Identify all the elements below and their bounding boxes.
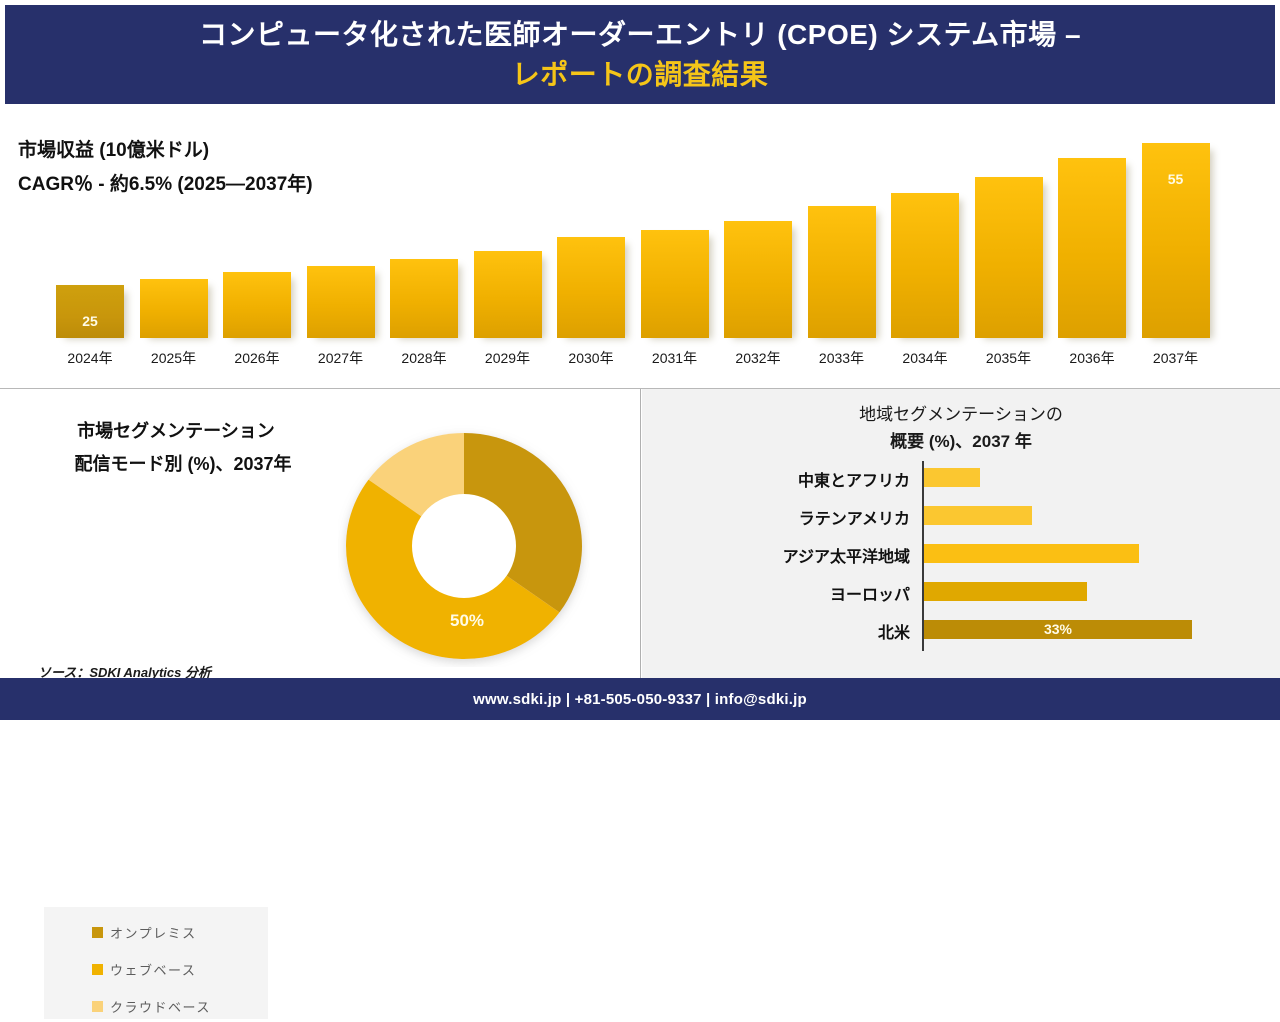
revenue-bar-year-label: 2033年 [818,350,865,366]
revenue-bar [557,237,625,338]
revenue-bar: 55 [1141,143,1210,338]
region-bar [924,544,1139,563]
region-bar [924,506,1032,525]
revenue-bar-year-label: 2031年 [651,350,698,366]
legend-item-label: ウェブベース [110,963,197,978]
header-banner: コンピュータ化された医師オーダーエントリ (CPOE) システム市場 – レポー… [5,5,1275,104]
revenue-bar [1058,158,1126,338]
donut-center-percent-label: 50% [449,611,485,630]
footer-contact-text: www.sdki.jp | +81-505-050-9337 | info@sd… [473,690,807,708]
region-bar [924,620,1192,639]
region-value-label: 33% [1043,621,1073,637]
regional-title: 地域セグメンテーションの 概要 (%)、2037 年 [642,401,1280,455]
regional-value-axis [922,461,924,651]
region-row: 北米 33% [642,613,1280,651]
region-label: ラテンアメリカ [798,511,910,528]
segmentation-title: 市場セグメンテーション 配信モード別 (%)、2037年 [26,415,326,481]
regional-plot-area: 中東とアフリカ ラテンアメリカアジア太平洋地域ヨーロッパ北米 33% [642,461,1280,661]
revenue-bar [390,259,458,338]
revenue-bar-year-label: 2037年 [1152,350,1199,366]
page-title-line1: コンピュータ化された医師オーダーエントリ (CPOE) システム市場 – [198,18,1082,50]
region-label: ヨーロッパ [829,587,910,604]
revenue-bar: 25 [56,285,124,338]
segmentation-legend: オンプレミス ウェブベース クラウドベース [44,907,268,1019]
revenue-bar-year-label: 2026年 [234,350,280,366]
revenue-chart-panel: 市場収益 (10億米ドル) CAGR％ - 約6.5% (2025—2037年)… [0,104,1280,389]
revenue-cagr-caption: CAGR％ - 約6.5% (2025—2037年) [18,174,313,195]
region-row: ラテンアメリカ [642,499,1280,537]
region-label: 中東とアフリカ [797,473,910,490]
revenue-bar [974,177,1043,338]
legend-swatch-icon [92,927,103,938]
revenue-bar-year-label: 2029年 [484,350,531,366]
revenue-bar [306,266,375,338]
revenue-bar-year-label: 2028年 [401,350,447,366]
legend-item: クラウドベース [92,991,268,1022]
revenue-bar-year-label: 2025年 [150,350,197,366]
revenue-bar [724,221,792,338]
legend-item-label: オンプレミス [110,926,197,941]
region-label: アジア太平洋地域 [782,549,910,566]
regional-title-line2: 概要 (%)、2037 年 [890,432,1032,451]
segmentation-panel: 市場セグメンテーション 配信モード別 (%)、2037年 50% オンプレミスウ… [0,389,641,1019]
revenue-bar-year-label: 2032年 [735,350,781,366]
revenue-bars-area: 25 2024年 2025年 2026年 2027年 2028年 2029年 2030年 203… [0,104,1280,389]
revenue-bar [473,251,542,338]
revenue-subtitle-block: 市場収益 (10億米ドル) CAGR％ - 約6.5% (2025—2037年) [18,134,313,202]
regional-chart-panel: 地域セグメンテーションの 概要 (%)、2037 年 中東とアフリカ ラテンアメリ… [642,389,1280,678]
donut-svg [346,433,582,659]
region-label: 北米 [877,625,910,642]
region-row: ヨーロッパ [642,575,1280,613]
revenue-bar-value-label: 55 [1167,171,1184,187]
revenue-bar-value-label: 25 [82,313,98,329]
segmentation-title-line2: 配信モード別 (%)、2037年 [74,454,292,474]
donut-hole [412,494,516,598]
revenue-bar-year-label: 2036年 [1069,350,1115,366]
legend-item-label: クラウドベース [110,1000,211,1015]
legend-swatch-icon [92,1001,103,1012]
legend-item: ウェブベース [92,954,268,985]
delivery-mode-donut-chart: 50% [338,425,590,667]
legend-swatch-icon [92,964,103,975]
source-note: ソース：SDKI Analytics 分析 [38,665,211,680]
region-row: 中東とアフリカ [642,461,1280,499]
donut-slice [464,433,582,613]
revenue-bar [891,193,959,338]
revenue-bar-year-label: 2034年 [902,350,948,366]
revenue-bar-year-label: 2030年 [568,350,614,366]
footer-bar: www.sdki.jp | +81-505-050-9337 | info@sd… [0,678,1280,720]
revenue-axis-caption: 市場収益 (10億米ドル) [18,140,210,161]
revenue-bar [807,206,876,338]
page-title-line2: レポートの調査結果 [511,58,769,90]
revenue-bar-year-label: 2024年 [67,350,113,366]
region-bar [924,582,1087,601]
revenue-bar [223,272,291,338]
revenue-bar-year-label: 2035年 [985,350,1032,366]
legend-item: オンプレミス [92,917,268,948]
revenue-bar [139,279,208,338]
regional-title-line1: 地域セグメンテーションの [859,405,1063,424]
revenue-bar-year-label: 2027年 [317,350,364,366]
segmentation-title-line1: 市場セグメンテーション [77,421,275,441]
region-bar [924,468,980,487]
region-row: アジア太平洋地域 [642,537,1280,575]
revenue-bar [640,230,709,338]
